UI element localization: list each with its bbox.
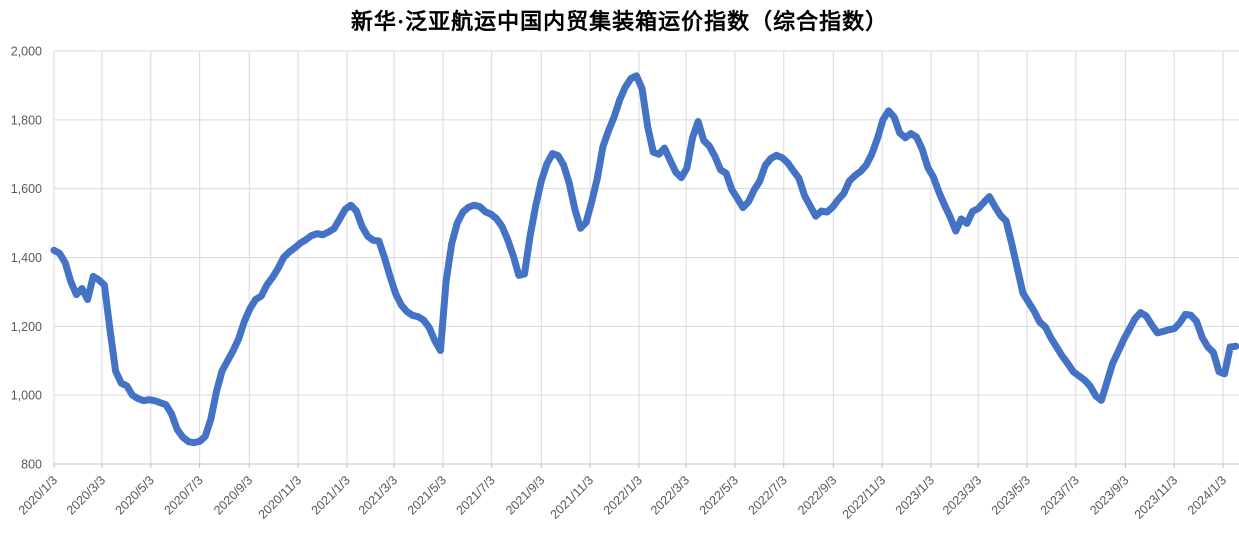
x-tick-label: 2021/1/3 <box>309 473 353 517</box>
x-tick-label: 2020/5/3 <box>113 473 157 517</box>
y-tick-label: 2,000 <box>11 45 42 59</box>
x-tick-label: 2020/7/3 <box>161 473 205 517</box>
x-tick-label: 2021/3/3 <box>356 473 400 517</box>
x-tick-label: 2020/1/3 <box>16 473 60 517</box>
x-tick-label: 2023/1/3 <box>893 473 937 517</box>
y-tick-label: 1,200 <box>11 320 42 334</box>
x-tick-label: 2023/9/3 <box>1087 473 1131 517</box>
x-tick-label: 2022/7/3 <box>746 473 790 517</box>
x-tick-label: 2023/7/3 <box>1038 473 1082 517</box>
x-tick-label: 2024/1/3 <box>1185 473 1229 517</box>
y-tick-label: 1,400 <box>11 251 42 265</box>
y-tick-label: 1,000 <box>11 389 42 403</box>
x-tick-label: 2021/7/3 <box>453 473 497 517</box>
x-gridlines <box>53 51 1224 468</box>
y-tick-label: 1,600 <box>11 182 42 196</box>
index-series-line <box>50 72 1239 447</box>
x-tick-label: 2022/3/3 <box>648 473 692 517</box>
x-tick-label: 2022/11/3 <box>840 473 889 522</box>
x-tick-label: 2023/5/3 <box>989 473 1033 517</box>
x-tick-label: 2023/11/3 <box>1132 473 1181 522</box>
x-tick-label: 2022/5/3 <box>697 473 741 517</box>
x-tick-label: 2021/5/3 <box>405 473 449 517</box>
y-tick-label: 800 <box>21 458 42 472</box>
x-tick-label: 2020/11/3 <box>256 473 305 522</box>
y-tick-label: 1,800 <box>11 113 42 127</box>
x-axis-labels: 2020/1/3 2020/3/3 2020/5/3 2020/7/3 2020/9/3… <box>16 473 1229 522</box>
chart-title: 新华·泛亚航运中国内贸集装箱运价指数（综合指数） <box>350 9 889 34</box>
x-tick-label: 2020/3/3 <box>64 473 108 517</box>
x-tick-label: 2021/11/3 <box>548 473 597 522</box>
x-tick-label: 2022/1/3 <box>601 473 645 517</box>
x-tick-label: 2020/9/3 <box>211 473 255 517</box>
y-axis-labels: 800 1,000 1,200 1,400 1,600 1,800 2,000 <box>11 45 42 472</box>
x-tick-label: 2021/9/3 <box>503 473 547 517</box>
x-tick-label: 2023/3/3 <box>940 473 984 517</box>
x-tick-label: 2022/9/3 <box>795 473 839 517</box>
